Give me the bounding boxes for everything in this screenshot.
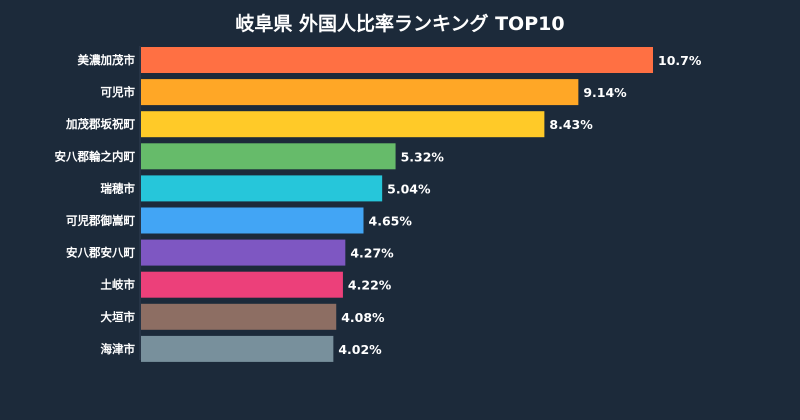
value-label: 4.22% — [348, 278, 392, 293]
bar — [141, 207, 364, 234]
category-label: 土岐市 — [101, 278, 136, 292]
bar — [141, 175, 383, 202]
value-label: 10.7% — [658, 53, 702, 68]
category-label: 可児郡御嵩町 — [66, 214, 135, 228]
value-label: 4.02% — [338, 342, 382, 357]
bar — [141, 111, 545, 138]
bar — [141, 143, 396, 170]
chart-title: 岐阜県 外国人比率ランキング TOP10 — [235, 12, 564, 35]
bar — [141, 303, 337, 330]
category-label: 安八郡安八町 — [66, 246, 135, 260]
value-label: 5.04% — [387, 181, 431, 196]
value-label: 4.08% — [341, 310, 385, 325]
bar — [141, 47, 653, 73]
value-label: 8.43% — [549, 117, 593, 132]
category-label: 安八郡輪之内町 — [55, 149, 136, 163]
value-label: 9.14% — [583, 85, 627, 100]
value-label: 4.65% — [369, 214, 413, 229]
bar — [141, 239, 346, 266]
category-label: 美濃加茂市 — [78, 53, 136, 67]
category-label: 可児市 — [101, 85, 136, 99]
bar — [141, 271, 343, 298]
category-label: 加茂郡坂祝町 — [65, 117, 135, 131]
bar — [141, 335, 334, 362]
value-label: 4.27% — [350, 246, 394, 261]
category-label: 瑞穂市 — [101, 181, 136, 195]
bars-group: 美濃加茂市 10.7% 可児市 9.14% 加茂郡坂祝町 8.43% 安八郡輪之内町 5.32… — [55, 47, 702, 362]
category-label: 海津市 — [101, 342, 136, 356]
bar — [141, 79, 579, 106]
value-label: 5.32% — [401, 149, 445, 164]
category-label: 大垣市 — [101, 310, 136, 324]
